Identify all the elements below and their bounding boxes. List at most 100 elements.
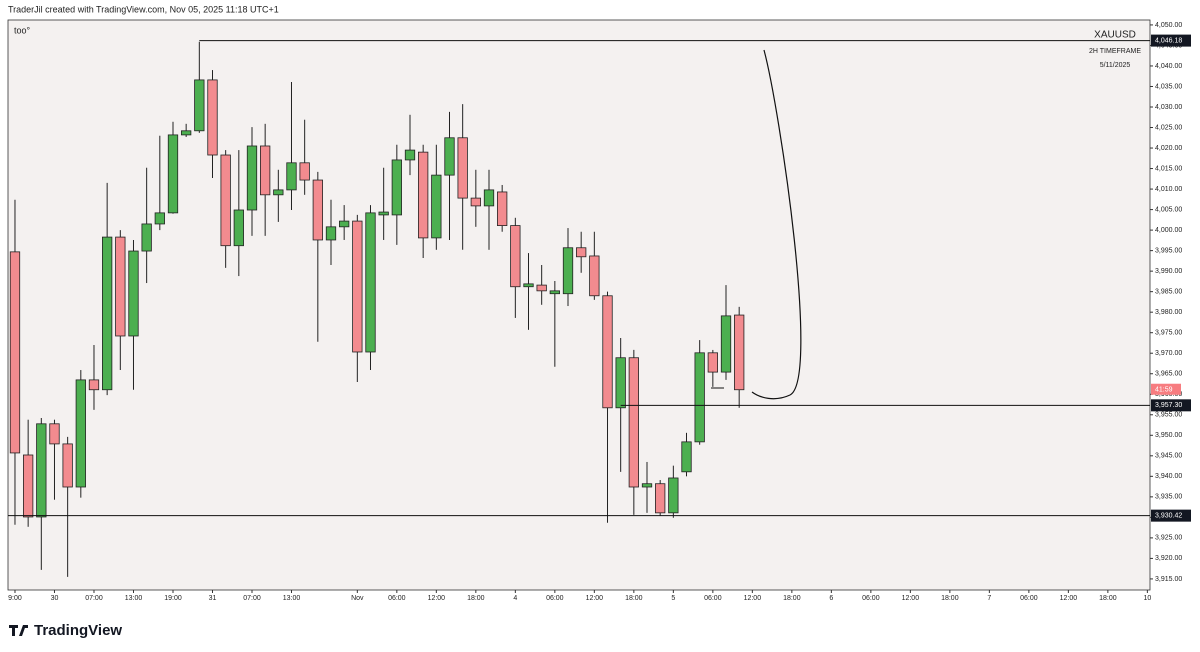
candle-body — [615, 357, 626, 409]
candle-body — [641, 483, 653, 488]
candle-body — [470, 197, 481, 207]
candle-body — [576, 247, 587, 258]
candle-body — [115, 236, 126, 337]
y-tick-label: 3,955.00 — [1155, 412, 1182, 419]
candle-body — [549, 290, 560, 295]
x-tick-label: 06:00 — [388, 595, 406, 602]
y-tick-label: 4,040.00 — [1155, 63, 1182, 70]
y-tick-label: 4,000.00 — [1155, 227, 1182, 234]
candle-body — [194, 79, 205, 132]
candle-body — [75, 379, 86, 488]
x-tick-label: 30 — [51, 595, 59, 602]
candle-body — [62, 443, 73, 488]
candle-body — [299, 162, 310, 181]
candle-body — [23, 454, 34, 518]
candle-body — [418, 151, 429, 239]
plot-area — [7, 19, 1151, 591]
candle-body — [167, 134, 179, 214]
x-tick-label: 06:00 — [862, 595, 880, 602]
y-tick-label: 3,915.00 — [1155, 576, 1182, 583]
candle-body — [246, 145, 258, 211]
candle-body — [181, 130, 192, 136]
y-tick-label: 3,975.00 — [1155, 330, 1182, 337]
logo: TradingView — [9, 622, 122, 639]
y-tick-label: 3,945.00 — [1155, 453, 1182, 460]
candle-body — [49, 423, 60, 445]
level-label-box — [1151, 509, 1191, 522]
candle-body — [510, 225, 521, 288]
x-tick-label: 12:00 — [1060, 595, 1078, 602]
candle-body — [628, 357, 639, 488]
candle-body — [339, 220, 350, 228]
y-tick-label: 3,990.00 — [1155, 268, 1182, 275]
logo-icon — [9, 625, 28, 636]
x-tick-label: 31 — [209, 595, 217, 602]
candle-body — [655, 483, 666, 514]
x-tick-label: 13:00 — [283, 595, 301, 602]
y-tick-label: 4,025.00 — [1155, 124, 1182, 131]
x-tick-label: 06:00 — [704, 595, 722, 602]
candle-body — [260, 145, 271, 196]
x-tick-label: 9:00 — [8, 595, 22, 602]
x-tick-label: 12:00 — [744, 595, 762, 602]
logo-text: TradingView — [34, 622, 122, 639]
y-tick-label: 4,050.00 — [1155, 22, 1182, 29]
x-tick-label: 4 — [513, 595, 517, 602]
candle-body — [602, 295, 613, 409]
level-label: 3,930.42 — [1155, 512, 1182, 519]
drawing-curve — [751, 49, 802, 400]
x-tick-label: 6 — [829, 595, 833, 602]
candle-body — [220, 154, 231, 247]
candle-body — [431, 174, 442, 239]
candle-body — [694, 352, 705, 443]
x-tick-label: 18:00 — [941, 595, 959, 602]
y-tick-label: 4,010.00 — [1155, 186, 1182, 193]
x-tick-label: 18:00 — [625, 595, 643, 602]
y-tick-label: 4,015.00 — [1155, 165, 1182, 172]
symbol: XAUUSD — [1094, 30, 1136, 41]
candle-body — [734, 314, 745, 391]
y-tick-label: 3,980.00 — [1155, 309, 1182, 316]
y-tick-label: 4,020.00 — [1155, 145, 1182, 152]
x-tick-label: 7 — [987, 595, 991, 602]
x-tick-label: Nov — [351, 595, 364, 602]
candle-body — [312, 179, 323, 241]
level-label: 3,957.30 — [1155, 402, 1182, 409]
y-tick-label: 3,985.00 — [1155, 289, 1182, 296]
candle-body — [404, 149, 416, 161]
x-tick-label: 10 — [1143, 595, 1151, 602]
level-label-box — [1151, 34, 1191, 47]
candle-body — [141, 223, 152, 252]
candle-body — [286, 162, 297, 191]
y-tick-label: 3,965.00 — [1155, 371, 1182, 378]
y-tick-label: 3,950.00 — [1155, 432, 1182, 439]
x-tick-label: 06:00 — [546, 595, 564, 602]
y-tick-label: 3,940.00 — [1155, 473, 1182, 480]
candle-body — [154, 212, 165, 225]
date: 5/11/2025 — [1100, 62, 1131, 69]
y-tick-label: 3,995.00 — [1155, 247, 1182, 254]
y-tick-label: 3,935.00 — [1155, 494, 1182, 501]
candle-body — [352, 220, 363, 353]
candle-body — [273, 189, 284, 196]
candle-body — [720, 315, 732, 373]
x-tick-label: 12:00 — [902, 595, 920, 602]
countdown-box — [1151, 383, 1181, 395]
candle-body — [536, 284, 547, 292]
y-tick-label: 4,030.00 — [1155, 104, 1182, 111]
y-tick-label: 4,035.00 — [1155, 83, 1182, 90]
timeframe: 2H TIMEFRAME — [1089, 48, 1141, 55]
candle-body — [365, 212, 376, 353]
candle-body — [207, 79, 218, 156]
y-tick-label: 3,920.00 — [1155, 555, 1182, 562]
candle-body — [9, 251, 21, 454]
candle-body — [589, 255, 600, 297]
candle-body — [102, 236, 113, 391]
x-tick-label: 12:00 — [428, 595, 446, 602]
level-label-box — [1151, 399, 1191, 412]
candle-body — [457, 137, 468, 199]
y-tick-label: 3,925.00 — [1155, 535, 1182, 542]
candle-body — [391, 159, 402, 216]
